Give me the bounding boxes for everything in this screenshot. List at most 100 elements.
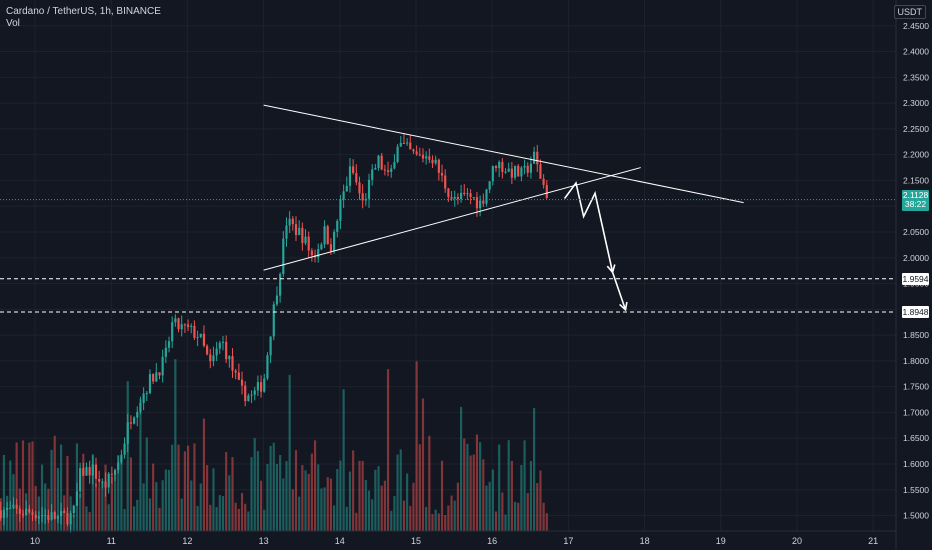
candle-body (437, 159, 440, 173)
volume-bars (0, 359, 548, 531)
volume-bar (164, 469, 167, 531)
candle-body (218, 342, 221, 349)
candle-body (494, 166, 498, 169)
candle-body (412, 149, 415, 152)
volume-bar (494, 511, 498, 531)
candle-body (310, 250, 313, 256)
projection-arrows (563, 181, 628, 312)
candle-body (479, 200, 482, 209)
candle-body (44, 515, 47, 517)
candle-body (53, 512, 56, 519)
candle-body (126, 422, 129, 444)
candle-body (221, 341, 225, 343)
chart-legend: Cardano / TetherUS, 1h, BINANCE Vol (6, 6, 161, 30)
volume-bar (133, 506, 136, 531)
volume-bar (406, 473, 409, 531)
volume-bar (215, 507, 218, 531)
candle-body (183, 324, 186, 326)
volume-bar (374, 469, 377, 531)
candle-body (228, 356, 231, 360)
volume-bar (94, 483, 98, 531)
volume-bar (218, 495, 221, 531)
candle-body (69, 513, 72, 525)
volume-bar (326, 477, 329, 531)
candle-body (88, 467, 91, 476)
candle-body (320, 244, 323, 250)
volume-bar (180, 498, 183, 531)
candle-body (269, 336, 272, 356)
candle-body (0, 510, 2, 519)
volume-bar (266, 464, 269, 531)
time-tick-label: 10 (30, 536, 40, 546)
candle-body (453, 196, 456, 199)
candle-body (82, 468, 85, 476)
volume-bar (199, 483, 202, 531)
volume-bar (377, 466, 380, 531)
candle-body (94, 464, 98, 480)
volume-bar (53, 435, 56, 531)
candle-body (469, 193, 472, 198)
candle-body (326, 226, 329, 245)
volume-bar (399, 449, 402, 531)
volume-bar (2, 454, 6, 531)
candle-body (501, 162, 504, 172)
volume-bar (212, 468, 215, 531)
price-tick-label: 1.8500 (903, 330, 929, 340)
candle-body (50, 512, 53, 520)
volume-bar (504, 514, 507, 531)
volume-bar (240, 493, 244, 531)
volume-bar (98, 487, 101, 531)
candle-body (428, 156, 431, 160)
volume-bar (269, 445, 272, 531)
volume-bar (40, 464, 44, 531)
volume-bar (428, 435, 431, 531)
volume-bar (371, 499, 374, 531)
volume-bar (120, 457, 123, 531)
arrow-head-icon (619, 301, 628, 312)
candle-body (364, 198, 367, 201)
volume-bar (358, 460, 361, 531)
trendline-drawings (263, 104, 744, 271)
candle-body (517, 165, 520, 177)
volume-bar (158, 507, 161, 531)
volume-bar (167, 469, 171, 531)
volume-bar (288, 374, 291, 531)
candle-body (475, 197, 479, 209)
price-tick-label: 2.0000 (903, 253, 929, 263)
volume-bar (529, 461, 533, 531)
projection-path (563, 181, 614, 273)
candle-body (240, 379, 244, 386)
volume-bar (485, 485, 488, 531)
price-tick-label: 1.5500 (903, 485, 929, 495)
volume-bar (488, 481, 491, 531)
candle-body (110, 473, 113, 475)
volume-bar (9, 460, 12, 531)
time-tick-label: 17 (563, 536, 573, 546)
horizontal-levels (0, 278, 896, 313)
time-tick-label: 14 (335, 536, 345, 546)
volume-bar (63, 495, 66, 531)
volume-bar (234, 502, 237, 531)
candle-body (63, 511, 66, 513)
volume-bar (282, 478, 285, 531)
volume-bar (126, 381, 129, 531)
candle-body (371, 169, 374, 180)
candle-body (231, 356, 234, 371)
candle-body (250, 394, 253, 396)
candle-body (418, 154, 421, 156)
time-tick-label: 11 (107, 536, 116, 546)
currency-badge[interactable]: USDT (893, 5, 926, 19)
candle-body (386, 170, 390, 172)
candle-body (536, 151, 539, 165)
candle-body (37, 516, 40, 519)
volume-bar (34, 486, 37, 531)
candle-body (6, 508, 9, 511)
candle-body (174, 318, 177, 323)
candle-body (247, 395, 250, 402)
volume-bar (110, 476, 113, 531)
candle-body (307, 236, 310, 251)
volume-bar (440, 460, 444, 531)
candle-body (117, 462, 120, 470)
candle-body (66, 512, 69, 525)
